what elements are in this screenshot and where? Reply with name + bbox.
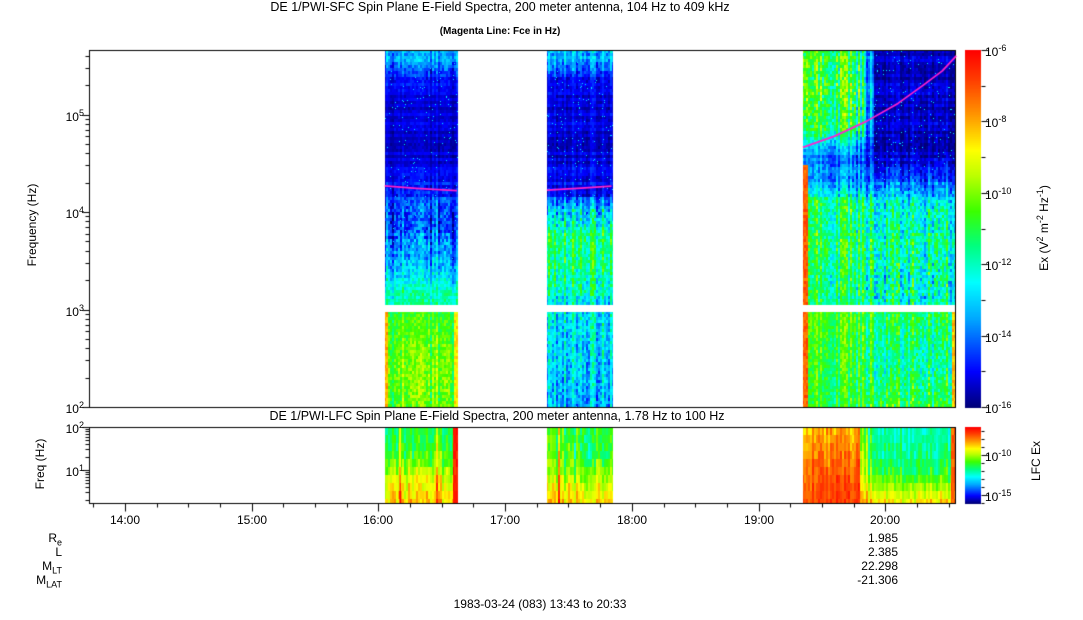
ephemeris-label-re: Re — [48, 531, 62, 548]
time-tick-label: 14:00 — [109, 513, 141, 527]
lfc-panel-title: DE 1/PWI-LFC Spin Plane E-Field Spectra,… — [269, 409, 725, 423]
freq-tick-label: 103 — [65, 303, 84, 319]
colorbar-tick-label: 10-16 — [985, 400, 1012, 416]
ephemeris-value-l: 2.385 — [867, 545, 898, 559]
colorbar-tick-label: 10-10 — [985, 448, 1012, 464]
ephemeris-label-mlat: MLAT — [36, 573, 62, 590]
time-tick-label: 15:00 — [236, 513, 268, 527]
colorbar-tick-label: 10-15 — [985, 488, 1012, 504]
ephemeris-value-mlat: -21.306 — [857, 573, 898, 587]
freq-tick-label: 102 — [65, 400, 84, 416]
sfc-panel-subtitle: (Magenta Line: Fce in Hz) — [439, 26, 561, 37]
time-tick-label: 18:00 — [616, 513, 648, 527]
time-tick-label: 19:00 — [743, 513, 775, 527]
lfc-colorbar-label: LFC Ex — [1029, 441, 1043, 482]
freq-tick-label: 101 — [65, 463, 84, 479]
colorbar-tick-label: 10-6 — [985, 43, 1007, 59]
colorbar-tick-label: 10-10 — [985, 186, 1012, 202]
sfc-colorbar-label: Ex (V2 m-2 Hz-1) — [1035, 185, 1051, 271]
freq-tick-label: 105 — [65, 108, 84, 124]
freq-tick-label: 102 — [65, 420, 84, 436]
ephemeris-label-mlt: MLT — [42, 559, 62, 576]
freq-tick-label: 104 — [65, 205, 84, 221]
ephemeris-label-l: L — [55, 545, 62, 559]
time-tick-label: 17:00 — [489, 513, 521, 527]
colorbar-tick-label: 10-12 — [985, 257, 1012, 273]
lfc-frequency-axis-label: Freq (Hz) — [33, 438, 47, 490]
colorbar-tick-label: 10-8 — [985, 114, 1007, 130]
sfc-panel-title: DE 1/PWI-SFC Spin Plane E-Field Spectra,… — [270, 0, 730, 14]
ephemeris-value-re: 1.985 — [867, 531, 898, 545]
caption-datetime: 1983-03-24 (083) 13:43 to 20:33 — [453, 597, 627, 611]
frequency-axis-label: Frequency (Hz) — [25, 183, 39, 267]
time-tick-label: 20:00 — [869, 513, 901, 527]
colorbar-tick-label: 10-14 — [985, 329, 1012, 345]
ephemeris-value-mlt: 22.298 — [861, 559, 898, 573]
time-tick-label: 16:00 — [362, 513, 394, 527]
